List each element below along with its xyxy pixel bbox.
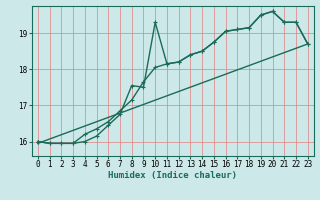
X-axis label: Humidex (Indice chaleur): Humidex (Indice chaleur) — [108, 171, 237, 180]
